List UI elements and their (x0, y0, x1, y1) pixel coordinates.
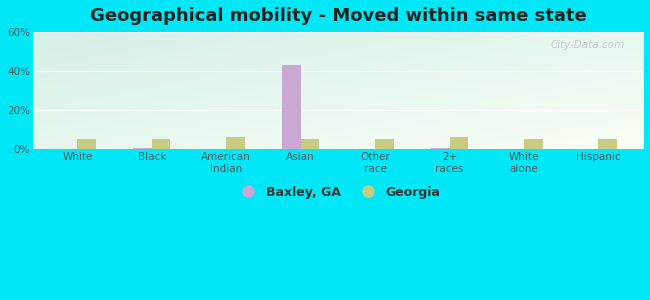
Bar (58, 148, 77, 149)
Bar (431, 148, 450, 149)
Bar (226, 137, 245, 149)
Bar (599, 140, 617, 149)
Bar (375, 140, 394, 149)
Bar (282, 65, 301, 149)
Title: Geographical mobility - Moved within same state: Geographical mobility - Moved within sam… (90, 7, 586, 25)
Bar (77, 140, 96, 149)
Bar (450, 137, 468, 149)
Legend: Baxley, GA, Georgia: Baxley, GA, Georgia (231, 181, 445, 204)
Bar (524, 140, 543, 149)
Bar (152, 140, 170, 149)
Text: City-Data.com: City-Data.com (551, 40, 625, 50)
Bar (505, 148, 524, 149)
Bar (301, 140, 319, 149)
Bar (133, 148, 152, 149)
